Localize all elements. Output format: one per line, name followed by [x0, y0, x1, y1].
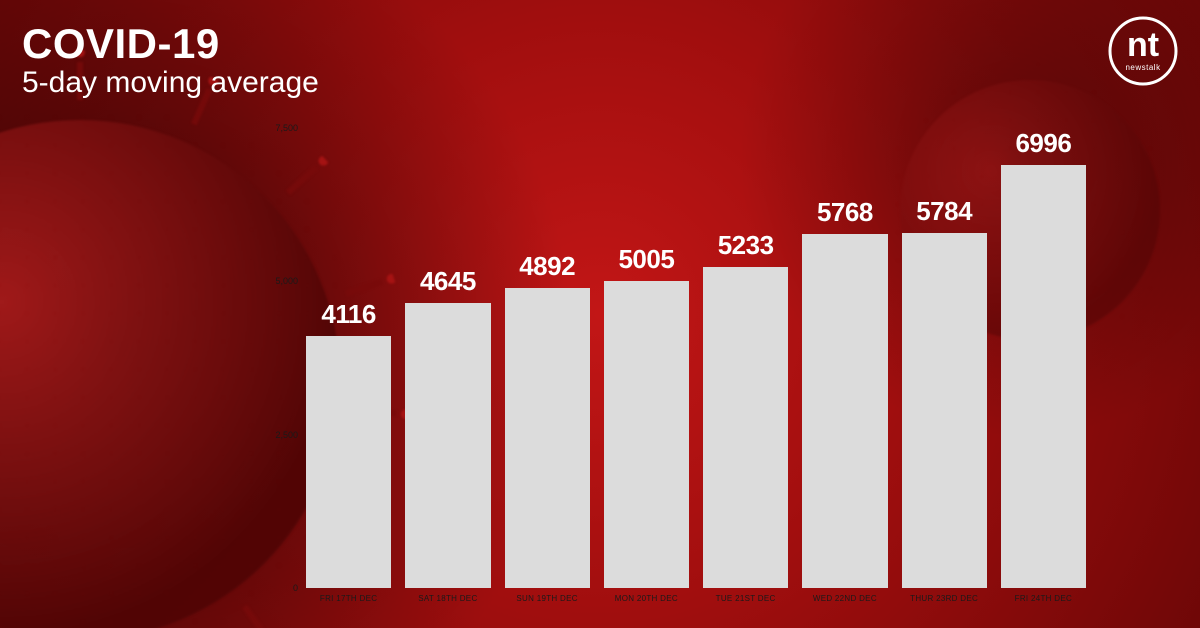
chart-bars-container: 4116FRI 17TH DEC4645SAT 18TH DEC4892SUN … [306, 128, 1086, 588]
infographic-canvas: COVID-19 5-day moving average nt newstal… [0, 0, 1200, 628]
svg-text:nt: nt [1127, 26, 1159, 64]
bar-rect [505, 288, 590, 588]
bar-rect [703, 267, 788, 588]
title-block: COVID-19 5-day moving average [22, 20, 319, 100]
bar-chart: 4116FRI 17TH DEC4645SAT 18TH DEC4892SUN … [306, 128, 1086, 588]
bar-value-label: 4645 [420, 266, 476, 297]
x-axis-label: FRI 17TH DEC [320, 594, 377, 603]
bar-column: 4892SUN 19TH DEC [505, 128, 590, 588]
x-axis-label: THUR 23RD DEC [910, 594, 978, 603]
bar-value-label: 4116 [321, 299, 375, 330]
bar-value-label: 4892 [519, 251, 575, 282]
bar-column: 4116FRI 17TH DEC [306, 128, 391, 588]
y-axis-tick: 7,500 [275, 123, 298, 133]
y-axis-tick: 2,500 [275, 430, 298, 440]
virus-spike [238, 602, 280, 628]
x-axis-label: SAT 18TH DEC [418, 594, 477, 603]
bar-column: 5784THUR 23RD DEC [902, 128, 987, 588]
bar-column: 5005MON 20TH DEC [604, 128, 689, 588]
bar-value-label: 5233 [718, 230, 774, 261]
bar-value-label: 5784 [916, 196, 972, 227]
svg-text:newstalk: newstalk [1125, 63, 1161, 72]
bar-column: 5768WED 22ND DEC [802, 128, 887, 588]
chart-plot-area: 4116FRI 17TH DEC4645SAT 18TH DEC4892SUN … [306, 128, 1086, 588]
bar-rect [604, 281, 689, 588]
bar-rect [902, 233, 987, 588]
bar-value-label: 5768 [817, 197, 873, 228]
bar-value-label: 6996 [1015, 128, 1071, 159]
bar-rect [1001, 165, 1086, 588]
x-axis-label: SUN 19TH DEC [516, 594, 577, 603]
y-axis-tick: 5,000 [275, 276, 298, 286]
bar-column: 4645SAT 18TH DEC [405, 128, 490, 588]
bar-rect [306, 336, 391, 588]
bar-column: 6996FRI 24TH DEC [1001, 128, 1086, 588]
bar-rect [405, 303, 490, 588]
page-title: COVID-19 [22, 20, 319, 68]
y-axis-tick: 0 [293, 583, 298, 593]
x-axis-label: WED 22ND DEC [813, 594, 877, 603]
bar-rect [802, 234, 887, 588]
newstalk-logo-icon: nt newstalk [1108, 16, 1178, 86]
bar-column: 5233TUE 21ST DEC [703, 128, 788, 588]
x-axis-label: FRI 24TH DEC [1015, 594, 1072, 603]
brand-logo: nt newstalk [1108, 16, 1178, 91]
page-subtitle: 5-day moving average [22, 66, 319, 100]
x-axis-label: MON 20TH DEC [615, 594, 678, 603]
bar-value-label: 5005 [618, 244, 674, 275]
x-axis-label: TUE 21ST DEC [716, 594, 776, 603]
virus-graphic-large [0, 120, 340, 628]
